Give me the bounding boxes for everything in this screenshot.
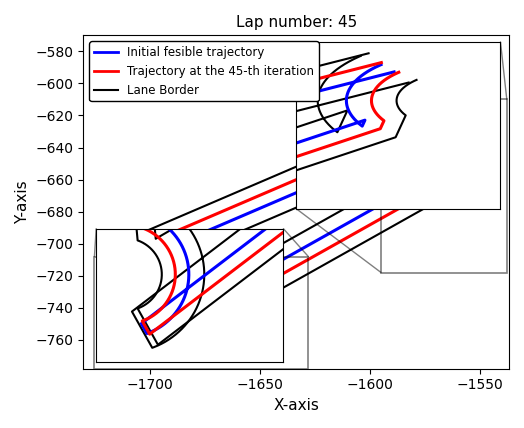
X-axis label: X-axis: X-axis — [273, 398, 319, 413]
Y-axis label: Y-axis: Y-axis — [15, 180, 30, 224]
Title: Lap number: 45: Lap number: 45 — [236, 15, 357, 30]
Bar — [381, 99, 507, 273]
Legend: Initial fesible trajectory, Trajectory at the 45-th iteration, Lane Border: Initial fesible trajectory, Trajectory a… — [89, 41, 319, 101]
Bar — [94, 256, 308, 369]
